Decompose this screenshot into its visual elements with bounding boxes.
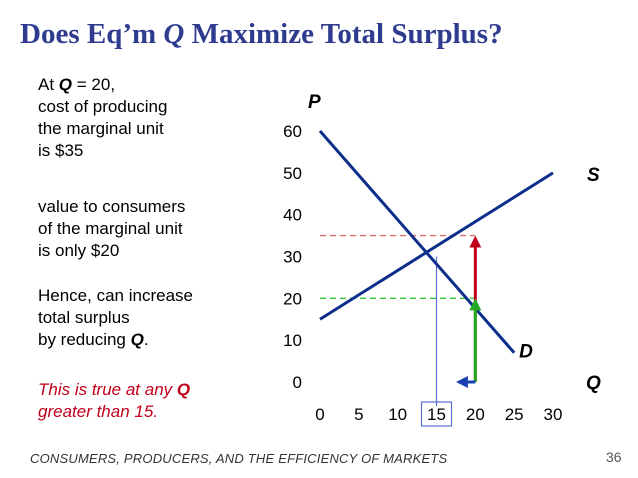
cost-line-4: is $35 [38,141,84,160]
x-tick-label: 0 [315,405,324,424]
cost-text-block: At Q = 20, cost of producing the margina… [38,74,167,162]
value-line-3: is only $20 [38,241,120,260]
y-tick-label: 30 [283,248,302,267]
cost-line-1-q: Q [58,75,73,94]
y-tick-label: 40 [283,206,302,225]
curve-s [319,171,554,321]
conclusion-text-block: This is true at any Q greater than 15. [38,379,190,423]
conclusion-line-1: This is true at any Q [38,379,190,401]
hence-line-3: by reducing Q. [38,329,193,351]
hence-line-2: total surplus [38,308,130,327]
hence-text-block: Hence, can increase total surplus by red… [38,285,193,351]
y-tick-label: 10 [283,331,302,350]
value-line-2: of the marginal unit [38,219,183,238]
footer-text: CONSUMERS, PRODUCERS, AND THE EFFICIENCY… [30,451,448,466]
y-tick-label: 0 [293,373,302,392]
value-text-block: value to consumers of the marginal unit … [38,196,185,262]
x-tick-label: 25 [505,405,524,424]
x-tick-label: 5 [354,405,363,424]
hence-line-3-pre: by reducing [38,330,131,349]
highlighted-x-tick-box [420,401,453,427]
title-q: Q [163,18,185,50]
hence-line-3-post: . [143,330,149,349]
conclusion-line-2: greater than 15. [38,402,159,421]
x-axis-title: Q [586,373,601,394]
conclusion-line-1-q: Q [176,380,191,399]
y-axis-title: P [308,92,321,113]
page-number: 36 [606,449,622,465]
cost-line-2: cost of producing [38,97,168,116]
x-tick-label: 20 [466,405,485,424]
y-tick-label: 50 [283,164,302,183]
cost-line-1-post: = 20, [72,75,116,94]
y-tick-label: 20 [283,289,302,308]
curve-label-d: D [519,342,533,363]
cost-line-1: At Q = 20, [38,74,167,96]
conclusion-line-1-pre: This is true at any [38,380,177,399]
value-line-1: value to consumers [38,197,186,216]
curve-label-s: S [587,165,600,186]
cost-line-1-pre: At [38,75,59,94]
title-prefix: Does Eq’m [20,18,164,50]
x-tick-label: 30 [544,405,563,424]
slide-title: Does Eq’m Q Maximize Total Surplus? [20,18,503,51]
x-tick-label: 15 [427,405,446,424]
cost-line-3: the marginal unit [38,119,164,138]
x-tick-label: 10 [388,405,407,424]
title-suffix: Maximize Total Surplus? [184,18,503,50]
y-tick-label: 60 [283,122,302,141]
curve-d [318,130,516,354]
hence-line-1: Hence, can increase [38,286,193,305]
hence-line-3-q: Q [130,330,144,349]
